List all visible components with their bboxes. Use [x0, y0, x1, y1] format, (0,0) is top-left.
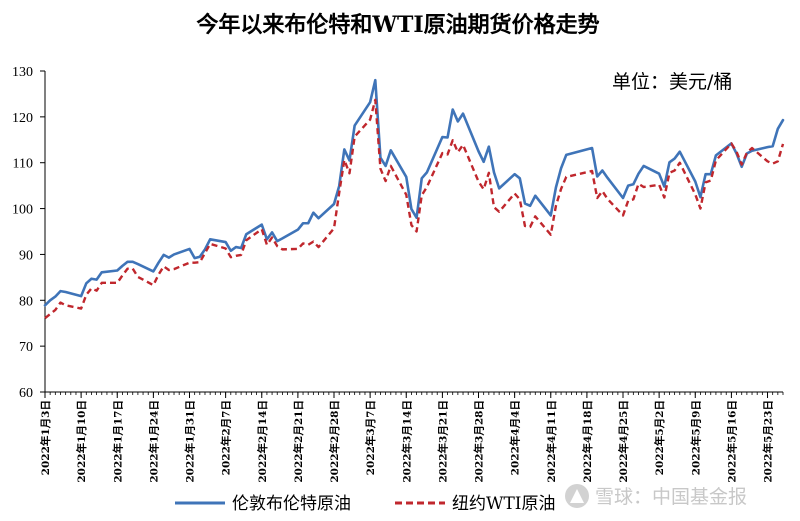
- legend: 伦敦布伦特原油 纽约WTI原油: [175, 494, 556, 514]
- x-tick-label: 2022年1月10日: [75, 400, 88, 483]
- y-tick-label: 70: [19, 340, 33, 355]
- x-tick-label: 2022年4月25日: [617, 400, 630, 483]
- x-tick-label: 2022年3月14日: [400, 400, 413, 483]
- watermark-text: 雪球：中国基金报: [595, 486, 747, 508]
- x-tick-label: 2022年4月18日: [581, 400, 594, 483]
- unit-label: 单位：美元/桶: [612, 71, 732, 93]
- x-tick-label: 2022年2月7日: [220, 400, 233, 475]
- legend-label-wti: 纽约WTI原油: [452, 494, 556, 514]
- legend-label-brent: 伦敦布伦特原油: [232, 494, 351, 514]
- x-axis: 2022年1月3日 2022年1月10日 2022年1月17日 2022年1月24日 2…: [39, 391, 784, 483]
- y-tick-label: 130: [12, 65, 33, 80]
- x-tick-label: 2022年5月2日: [653, 400, 666, 475]
- chart-title: 今年以来布伦特和WTI原油期货价格走势: [196, 12, 599, 38]
- y-tick-label: 100: [12, 203, 33, 218]
- x-tick-label: 2022年2月14日: [256, 400, 269, 483]
- x-tick-label: 2022年2月21日: [292, 400, 305, 483]
- y-tick-label: 110: [13, 157, 33, 172]
- x-tick-label: 2022年2月28日: [328, 400, 341, 483]
- series-layer: [43, 78, 785, 320]
- x-tick-label: 2022年4月4日: [509, 400, 522, 475]
- x-tick-label: 2022年1月17日: [111, 400, 124, 483]
- y-tick-label: 60: [19, 386, 33, 401]
- y-axis: 60 70 80 90 100 110 120 130: [12, 65, 46, 401]
- watermark: 雪球：中国基金报: [565, 484, 747, 508]
- x-tick-label: 2022年5月23日: [762, 400, 775, 483]
- x-tick-label: 2022年4月11日: [545, 400, 558, 483]
- x-tick-label: 2022年1月31日: [184, 400, 197, 483]
- x-tick-label: 2022年5月9日: [689, 400, 702, 475]
- x-tick-label: 2022年3月21日: [436, 400, 449, 483]
- series-line-wti: [44, 98, 785, 320]
- x-tick-label: 2022年3月28日: [473, 400, 486, 483]
- snowball-logo-icon: [565, 484, 589, 508]
- x-tick-label: 2022年1月3日: [39, 400, 52, 475]
- x-tick-label: 2022年1月24日: [147, 400, 160, 483]
- x-tick-label: 2022年5月16日: [725, 400, 738, 483]
- series-line-brent: [43, 78, 785, 307]
- y-tick-label: 120: [12, 111, 33, 126]
- x-tick-label: 2022年3月7日: [364, 400, 377, 475]
- y-tick-label: 90: [19, 248, 33, 263]
- y-tick-label: 80: [19, 294, 33, 309]
